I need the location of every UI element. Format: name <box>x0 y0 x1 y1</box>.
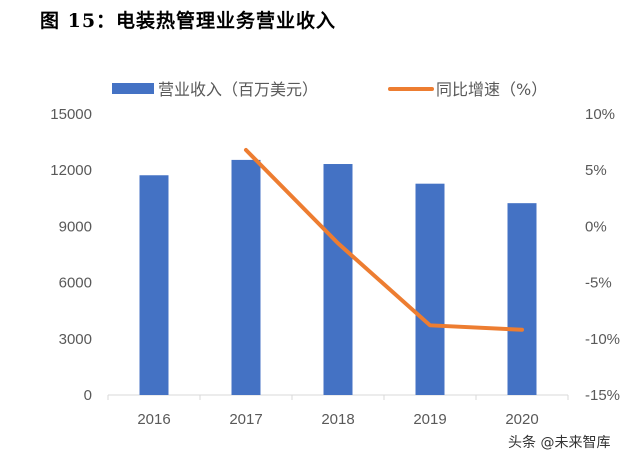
legend-bar-label: 营业收入（百万美元） <box>158 80 318 99</box>
watermark: 头条 @未来智库 <box>508 435 611 451</box>
legend: 营业收入（百万美元） 同比增速（%） <box>112 80 547 99</box>
bar-2019 <box>415 183 445 395</box>
right-tick-label: 10% <box>585 106 615 123</box>
right-tick-label: 5% <box>585 162 607 179</box>
right-tick-label: -5% <box>585 275 612 292</box>
bar-2016 <box>139 175 169 395</box>
left-tick-label: 15000 <box>50 106 92 123</box>
right-tick-label: -15% <box>585 387 620 404</box>
figure-title: 图 15：电装热管理业务营业收入 <box>40 10 337 32</box>
left-tick-label: 3000 <box>59 331 92 348</box>
left-tick-label: 6000 <box>59 275 92 292</box>
x-tick-label: 2020 <box>505 411 538 428</box>
right-tick-label: -10% <box>585 331 620 348</box>
right-tick-label: 0% <box>585 218 607 235</box>
bar-2018 <box>323 164 353 395</box>
left-tick-label: 9000 <box>59 218 92 235</box>
x-tick-label: 2016 <box>137 411 170 428</box>
x-tick-label: 2017 <box>229 411 262 428</box>
bar-2017 <box>231 159 261 395</box>
legend-bar-swatch <box>112 83 154 94</box>
left-tick-label: 0 <box>84 387 92 404</box>
legend-line-label: 同比增速（%） <box>436 80 547 99</box>
bar-2020 <box>507 203 537 395</box>
left-tick-label: 12000 <box>50 162 92 179</box>
growth-line <box>244 147 524 332</box>
x-tick-label: 2018 <box>321 411 354 428</box>
x-tick-label: 2019 <box>413 411 446 428</box>
